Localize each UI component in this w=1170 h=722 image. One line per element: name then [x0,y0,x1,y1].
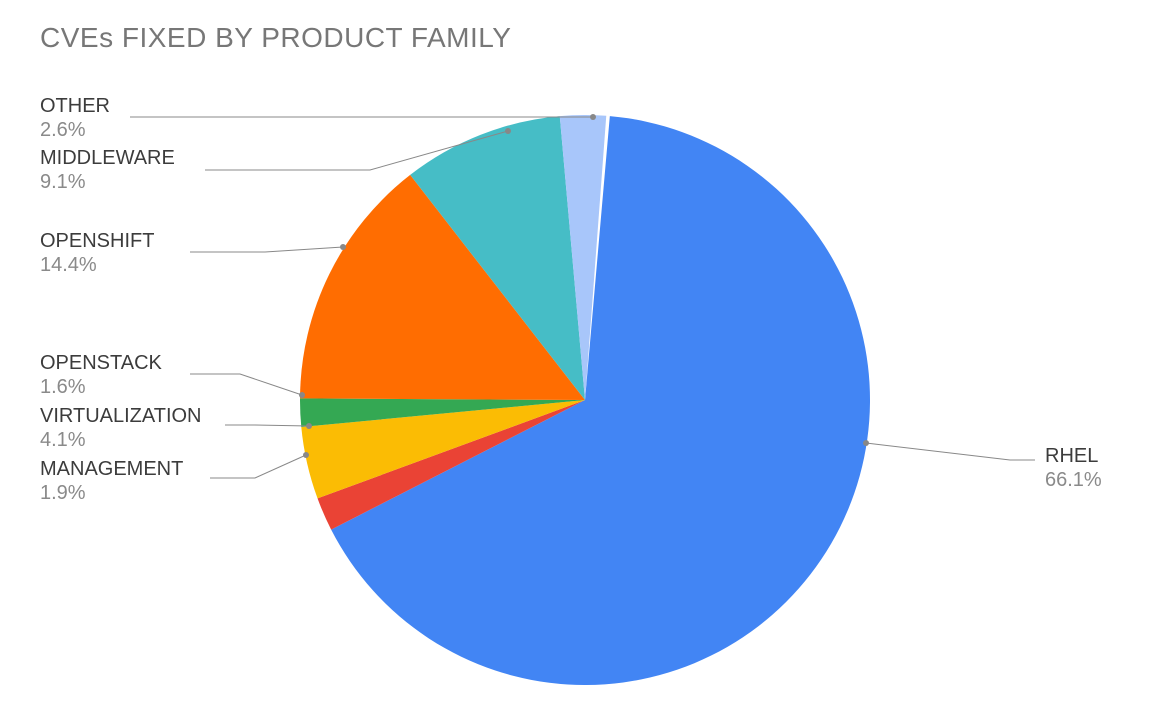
leader-dot [505,128,511,134]
leader-line [190,374,302,395]
slice-label-pct: 66.1% [1045,469,1102,492]
leader-dot [863,440,869,446]
slice-label-name: RHEL [1045,445,1098,468]
slice-label-pct: 4.1% [40,429,86,452]
slice-label-name: MIDDLEWARE [40,147,175,170]
slice-label-pct: 9.1% [40,171,86,194]
leader-dot [590,114,596,120]
leader-lines-layer [0,0,1170,722]
slice-label-name: OPENSTACK [40,352,162,375]
leader-dot [299,392,305,398]
slice-label-name: VIRTUALIZATION [40,405,202,428]
leader-dot [303,452,309,458]
leader-line [205,131,508,170]
slice-label-pct: 2.6% [40,119,86,142]
leader-line [190,247,343,252]
leader-dot [340,244,346,250]
slice-label-name: OTHER [40,95,110,118]
slice-label-name: MANAGEMENT [40,458,183,481]
leader-dot [306,423,312,429]
slice-label-pct: 1.6% [40,376,86,399]
leader-line [210,455,306,478]
leader-line [866,443,1035,460]
leader-line [225,425,309,426]
slice-label-pct: 14.4% [40,254,97,277]
slice-label-name: OPENSHIFT [40,230,154,253]
slice-label-pct: 1.9% [40,482,86,505]
